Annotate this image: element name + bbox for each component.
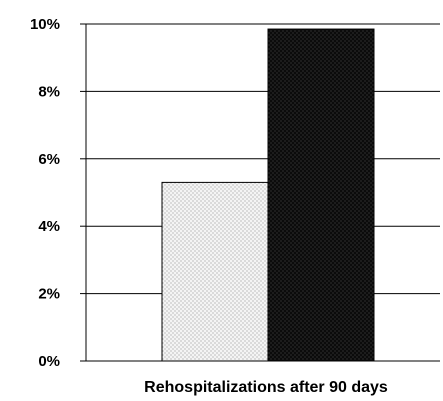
x-axis-label: Rehospitalizations after 90 days <box>144 379 388 396</box>
y-tick-labels: 0% 2% 4% 6% 8% 10% <box>30 16 60 370</box>
y-tick-label: 10% <box>30 16 60 33</box>
y-tick-label: 4% <box>38 218 60 235</box>
bar-series-1 <box>161 181 269 362</box>
y-tick-label: 6% <box>38 151 60 168</box>
axes <box>80 23 440 362</box>
y-tick-label: 2% <box>38 286 60 303</box>
y-tick-label: 0% <box>38 353 60 370</box>
y-tick-label: 8% <box>38 83 60 100</box>
bar-series-2 <box>267 28 375 362</box>
bars <box>161 28 375 362</box>
gridlines <box>86 23 440 295</box>
